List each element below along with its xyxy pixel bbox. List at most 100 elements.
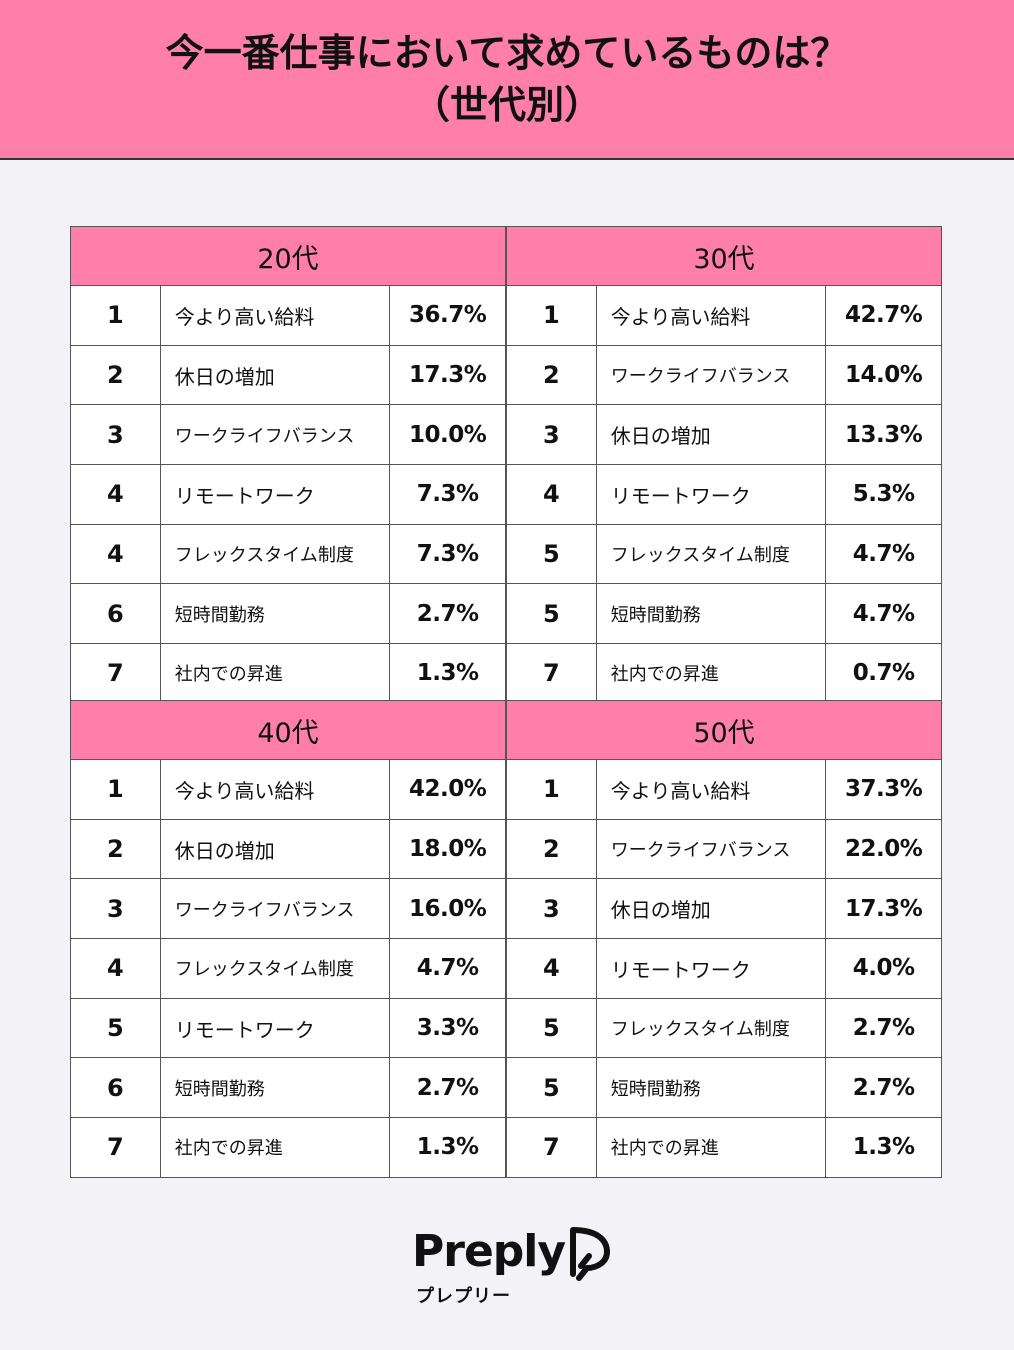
generation-40s: 40代 1 今より高い給料 42.0% 2 休日の増加 18.0% 3 ワークラ…: [70, 700, 506, 1178]
percent-cell: 2.7%: [390, 584, 506, 644]
generation-header: 40代: [70, 700, 506, 760]
table-row: 1 今より高い給料 42.7%: [506, 286, 942, 346]
item-cell: ワークライフバランス: [596, 819, 827, 879]
percent-cell: 16.0%: [390, 879, 506, 939]
table-row: 6 短時間勤務 2.7%: [70, 1058, 506, 1119]
percent-cell: 2.7%: [390, 1058, 506, 1118]
item-cell: フレックスタイム制度: [160, 939, 391, 998]
item-cell: 短時間勤務: [160, 584, 391, 644]
table-row: 7 社内での昇進 1.3%: [70, 1118, 506, 1178]
item-cell: フレックスタイム制度: [596, 524, 827, 584]
table-row: 2 休日の増加 17.3%: [70, 345, 506, 406]
percent-cell: 2.7%: [826, 998, 942, 1058]
item-cell: ワークライフバランス: [160, 879, 391, 939]
table-row: 7 社内での昇進 1.3%: [70, 644, 506, 704]
rank-cell: 2: [507, 819, 597, 879]
item-cell: 社内での昇進: [596, 1118, 827, 1177]
percent-cell: 4.0%: [826, 939, 942, 998]
rank-cell: 5: [507, 524, 597, 584]
rank-cell: 4: [507, 465, 597, 524]
item-cell: ワークライフバランス: [596, 345, 827, 405]
table-row: 4 リモートワーク 5.3%: [506, 465, 942, 525]
item-cell: ワークライフバランス: [160, 405, 391, 465]
table-row: 1 今より高い給料 37.3%: [506, 760, 942, 820]
item-cell: 今より高い給料: [596, 760, 827, 819]
item-cell: フレックスタイム制度: [596, 998, 827, 1058]
percent-cell: 4.7%: [826, 524, 942, 584]
rank-cell: 4: [71, 939, 161, 998]
table-row: 6 短時間勤務 2.7%: [70, 584, 506, 645]
table-row: 5 フレックスタイム制度 2.7%: [506, 998, 942, 1059]
generation-30s: 30代 1 今より高い給料 42.7% 2 ワークライフバランス 14.0% 3…: [506, 226, 942, 704]
rank-cell: 5: [507, 998, 597, 1058]
percent-cell: 37.3%: [826, 760, 942, 819]
item-cell: 今より高い給料: [160, 286, 391, 345]
item-cell: 短時間勤務: [596, 1058, 827, 1118]
percent-cell: 1.3%: [390, 644, 506, 703]
table-row: 3 ワークライフバランス 10.0%: [70, 405, 506, 466]
logo-subtitle: プレプリー: [416, 1286, 511, 1307]
rank-cell: 2: [507, 345, 597, 405]
percent-cell: 42.0%: [390, 760, 506, 819]
page-header: 今一番仕事において求めているものは？ （世代別）: [0, 0, 1014, 160]
percent-cell: 22.0%: [826, 819, 942, 879]
table-row: 1 今より高い給料 42.0%: [70, 760, 506, 820]
table-row: 7 社内での昇進 1.3%: [506, 1118, 942, 1178]
table-row: 4 リモートワーク 4.0%: [506, 939, 942, 999]
item-cell: リモートワーク: [596, 465, 827, 524]
item-cell: 短時間勤務: [160, 1058, 391, 1118]
item-cell: リモートワーク: [596, 939, 827, 998]
rank-cell: 1: [507, 760, 597, 819]
percent-cell: 1.3%: [390, 1118, 506, 1177]
rank-cell: 5: [71, 998, 161, 1058]
table-row: 4 フレックスタイム制度 4.7%: [70, 939, 506, 999]
table-row: 4 リモートワーク 7.3%: [70, 465, 506, 525]
rank-cell: 3: [71, 879, 161, 939]
rank-cell: 4: [71, 465, 161, 524]
item-cell: 休日の増加: [160, 345, 391, 405]
item-cell: リモートワーク: [160, 998, 391, 1058]
percent-cell: 4.7%: [390, 939, 506, 998]
logo-wordmark: Preply: [412, 1226, 566, 1277]
generation-header: 30代: [506, 226, 942, 286]
rank-cell: 7: [507, 644, 597, 703]
item-cell: 休日の増加: [160, 819, 391, 879]
item-cell: 今より高い給料: [160, 760, 391, 819]
rank-cell: 7: [71, 1118, 161, 1177]
rank-cell: 5: [507, 584, 597, 644]
rank-cell: 5: [507, 1058, 597, 1118]
rank-cell: 4: [71, 524, 161, 584]
table-row: 5 短時間勤務 2.7%: [506, 1058, 942, 1119]
preply-logo: Preply プレプリー: [412, 1226, 612, 1307]
percent-cell: 7.3%: [390, 524, 506, 584]
item-cell: 今より高い給料: [596, 286, 827, 345]
rank-cell: 2: [71, 345, 161, 405]
rank-cell: 3: [507, 879, 597, 939]
generation-header: 50代: [506, 700, 942, 760]
table-row: 4 フレックスタイム制度 7.3%: [70, 524, 506, 585]
rank-cell: 3: [507, 405, 597, 465]
item-cell: 社内での昇進: [160, 1118, 391, 1177]
percent-cell: 5.3%: [826, 465, 942, 524]
rank-cell: 4: [507, 939, 597, 998]
item-cell: 短時間勤務: [596, 584, 827, 644]
table-row: 3 休日の増加 13.3%: [506, 405, 942, 466]
percent-cell: 10.0%: [390, 405, 506, 465]
page-title-line2: （世代別）: [411, 83, 602, 127]
percent-cell: 2.7%: [826, 1058, 942, 1118]
table-row: 5 フレックスタイム制度 4.7%: [506, 524, 942, 585]
page-title-line1: 今一番仕事において求めているものは？: [165, 31, 849, 75]
percent-cell: 42.7%: [826, 286, 942, 345]
rank-cell: 3: [71, 405, 161, 465]
percent-cell: 0.7%: [826, 644, 942, 703]
rank-cell: 6: [71, 1058, 161, 1118]
table-row: 1 今より高い給料 36.7%: [70, 286, 506, 346]
table-row: 2 ワークライフバランス 22.0%: [506, 819, 942, 880]
rank-cell: 1: [507, 286, 597, 345]
percent-cell: 3.3%: [390, 998, 506, 1058]
percent-cell: 17.3%: [390, 345, 506, 405]
percent-cell: 1.3%: [826, 1118, 942, 1177]
generation-header: 20代: [70, 226, 506, 286]
rank-cell: 1: [71, 760, 161, 819]
generation-20s: 20代 1 今より高い給料 36.7% 2 休日の増加 17.3% 3 ワークラ…: [70, 226, 506, 704]
